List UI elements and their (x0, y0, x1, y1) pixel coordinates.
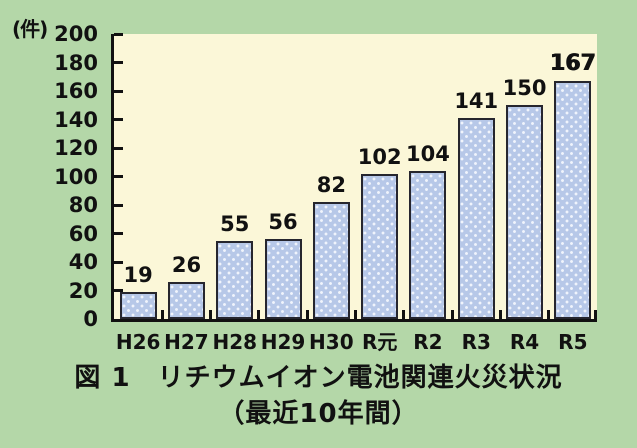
bar-R4 (506, 105, 544, 319)
category-boundary-tick (305, 310, 309, 319)
category-boundary-tick (450, 310, 454, 319)
x-tick-label-R2: R2 (413, 330, 443, 354)
y-tick-label: 80 (68, 193, 98, 217)
y-tick-label: 40 (68, 250, 98, 274)
bar-H30 (312, 202, 350, 319)
bar-value-label-R3: 141 (454, 89, 499, 113)
y-axis-tick (114, 61, 123, 64)
category-boundary-tick (402, 310, 406, 319)
y-axis-tick (114, 175, 123, 178)
y-axis-tick (114, 260, 123, 264)
x-tick-label-H29: H29 (260, 330, 306, 354)
bar-value-label-R2: 104 (406, 142, 450, 166)
bar-value-label-H28: 55 (220, 212, 250, 236)
y-tick-label: 60 (68, 221, 98, 246)
bar-R元 (361, 174, 399, 319)
x-tick-label-R4: R4 (509, 330, 540, 354)
y-tick-label: 100 (54, 164, 98, 189)
category-boundary-tick (354, 310, 357, 319)
x-tick-label-H27: H27 (164, 330, 209, 354)
y-tick-label: 180 (54, 50, 98, 75)
bar-R5 (554, 81, 592, 319)
category-boundary-tick (257, 310, 261, 319)
category-boundary-tick (547, 310, 551, 319)
bar-H27 (167, 282, 205, 319)
y-axis-tick (114, 203, 123, 207)
category-boundary-tick (498, 310, 502, 319)
y-axis-tick (114, 146, 123, 150)
bar-value-label-H29: 56 (268, 210, 298, 234)
x-tick-label-H30: H30 (309, 330, 354, 354)
y-axis-tick (114, 32, 123, 36)
bar-H26 (119, 292, 157, 319)
y-tick-label: 120 (54, 136, 98, 160)
y-tick-label: 200 (54, 22, 98, 46)
bar-R2 (409, 171, 447, 319)
y-axis-unit-label: (件) (12, 17, 48, 41)
y-tick-label: 160 (54, 79, 98, 103)
x-tick-label-R5: R5 (558, 330, 588, 354)
bar-H28 (216, 241, 254, 319)
plot-area: 19 H26 26 H27 55 H28 56 H29 82 H30 102 R元 104 R2 141 R3… (111, 32, 597, 354)
bar-value-label-H27: 26 (171, 253, 202, 277)
bar-value-label-H26: 19 (123, 263, 153, 287)
bar-R3 (457, 118, 495, 319)
y-axis-tick (114, 118, 123, 121)
bar-value-label-R元: 102 (357, 145, 402, 169)
x-tick-label-H28: H28 (212, 330, 258, 354)
figure-caption-line2: （最近10年間） (218, 399, 419, 429)
y-axis-tick (114, 89, 123, 93)
x-tick-label-R3: R3 (461, 330, 491, 354)
x-tick-label-H26: H26 (115, 330, 161, 354)
y-axis-tick (114, 289, 123, 292)
y-tick-label: 0 (83, 307, 98, 331)
axis-end-tick (594, 310, 597, 319)
category-boundary-tick (209, 310, 213, 319)
y-axis-tick (114, 232, 123, 235)
bar-value-label-R4: 150 (502, 76, 547, 100)
bar-value-label-H30: 82 (316, 173, 346, 197)
y-tick-label: 20 (68, 278, 98, 303)
bar-H29 (264, 239, 302, 319)
bar-value-label-R5: 167 (549, 51, 596, 76)
y-tick-label: 140 (54, 107, 98, 132)
x-tick-label-R元: R元 (361, 330, 398, 354)
category-boundary-tick (160, 310, 164, 319)
figure-caption-line1: 図 1 リチウムイオン電池関連火災状況 (74, 363, 563, 393)
